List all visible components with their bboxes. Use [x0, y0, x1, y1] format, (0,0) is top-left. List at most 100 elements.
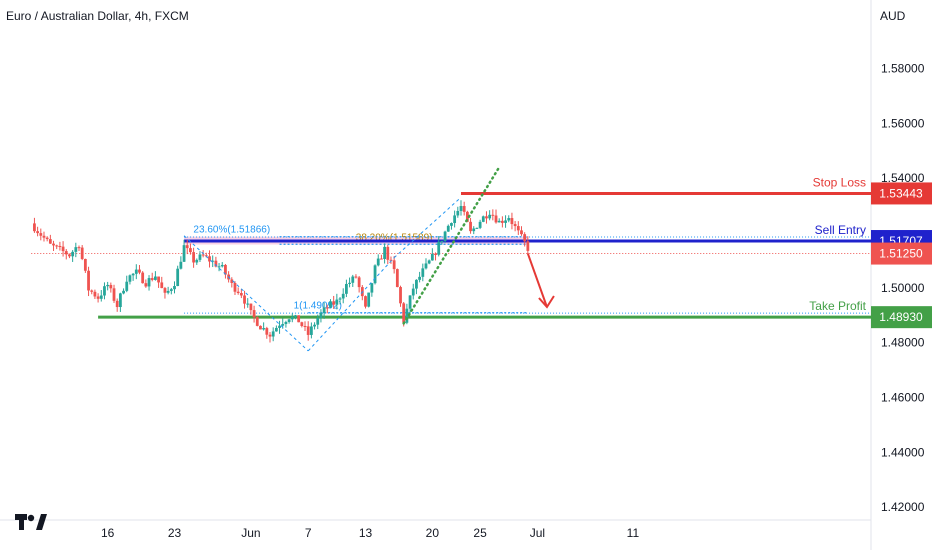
candle-body — [294, 315, 297, 317]
candle-body — [204, 255, 208, 257]
candle-body — [236, 291, 240, 294]
y-tick-label: 1.46000 — [881, 390, 925, 404]
price-tag-stop-loss — [871, 182, 932, 205]
candle-body — [96, 296, 100, 299]
candle-body — [189, 248, 192, 253]
x-tick-label: 25 — [473, 526, 487, 540]
candle-body — [55, 245, 59, 247]
candle-body — [160, 282, 164, 289]
candle-body — [249, 303, 253, 311]
candle-body — [459, 206, 463, 211]
candle-body — [220, 264, 224, 267]
candle-body — [500, 220, 504, 223]
y-tick-label: 1.42000 — [881, 500, 925, 514]
candle-body — [319, 312, 323, 319]
candle-body — [469, 221, 472, 232]
candle-body — [192, 252, 195, 263]
fib-trend-line[interactable] — [183, 235, 309, 352]
candle-body — [176, 268, 180, 287]
candle-body — [150, 278, 154, 280]
candle-body — [341, 293, 345, 299]
y-tick-label: 1.48000 — [881, 336, 925, 350]
x-tick-label: Jul — [530, 526, 545, 540]
candle-body — [513, 224, 517, 227]
level-label-sell-entry: Sell Entry — [815, 223, 866, 237]
candle-body — [147, 278, 151, 287]
projection-arrow[interactable] — [526, 253, 548, 308]
candle-body — [106, 284, 110, 287]
candle-body — [99, 295, 103, 299]
candle-body — [380, 258, 383, 260]
candle-body — [77, 247, 81, 249]
candle-body — [364, 296, 367, 307]
candle-body — [68, 254, 71, 257]
candle-body — [128, 275, 132, 282]
candle-body — [157, 276, 160, 283]
candle-body — [297, 315, 301, 323]
candle-body — [465, 211, 469, 222]
candle-body — [456, 210, 460, 216]
candle-body — [45, 237, 49, 240]
level-label-stop-loss: Stop Loss — [813, 175, 866, 189]
candle-body — [239, 293, 243, 296]
candle-body — [182, 245, 186, 262]
price-tag-take-profit — [871, 306, 932, 329]
price-tag-value: 1.51250 — [879, 247, 923, 261]
candle-body — [325, 307, 329, 309]
x-tick-label: 13 — [359, 526, 373, 540]
candle-body — [185, 245, 189, 249]
x-tick-label: 11 — [627, 526, 640, 540]
candle-body — [437, 241, 441, 255]
candle-body — [243, 295, 246, 304]
candle-body — [316, 318, 320, 325]
candle-body — [357, 277, 361, 288]
candle-body — [303, 325, 307, 327]
x-tick-label: Jun — [241, 526, 260, 540]
candle-body — [485, 216, 488, 219]
candle-body — [411, 288, 415, 296]
candle-body — [408, 295, 412, 309]
candle-body — [48, 239, 52, 244]
price-tag-value: 1.48930 — [879, 310, 923, 324]
candle-body — [427, 260, 431, 264]
candle-body — [71, 251, 75, 257]
candle-body — [83, 258, 87, 271]
projection-arrow-head — [538, 295, 555, 309]
candle-body — [233, 282, 237, 292]
candle-body — [262, 328, 266, 330]
tradingview-logo-icon[interactable] — [14, 510, 48, 534]
x-tick-label: 7 — [305, 526, 312, 540]
x-tick-label: 16 — [101, 526, 115, 540]
candle-body — [131, 273, 135, 276]
candle-body — [112, 288, 116, 301]
candle-body — [309, 326, 313, 335]
candle-body — [87, 270, 90, 291]
candle-body — [64, 251, 68, 255]
candle-body — [93, 291, 97, 297]
candle-body — [166, 290, 170, 293]
candle-body — [214, 260, 218, 267]
candle-body — [52, 243, 55, 246]
y-tick-label: 1.50000 — [881, 281, 925, 295]
candle-body — [211, 260, 215, 262]
candle-body — [405, 308, 409, 323]
candle-body — [90, 290, 94, 292]
candle-body — [287, 319, 291, 322]
candle-body — [122, 290, 125, 294]
candle-body — [179, 261, 183, 269]
candle-body — [516, 226, 520, 231]
candle-body — [338, 298, 342, 300]
candle-body — [271, 331, 275, 337]
candle-body — [284, 321, 288, 325]
channel-line[interactable] — [402, 165, 501, 325]
candle-body — [138, 269, 141, 273]
fib-label: 38.20%(1.51589) — [356, 232, 433, 243]
level-label-take-profit: Take Profit — [809, 299, 866, 313]
fib-label: 1(1.49092) — [294, 301, 342, 312]
candle-body — [163, 288, 167, 293]
candle-body — [424, 263, 428, 269]
candle-body — [173, 286, 176, 290]
candle-body — [198, 254, 202, 260]
candle-body — [491, 214, 495, 216]
